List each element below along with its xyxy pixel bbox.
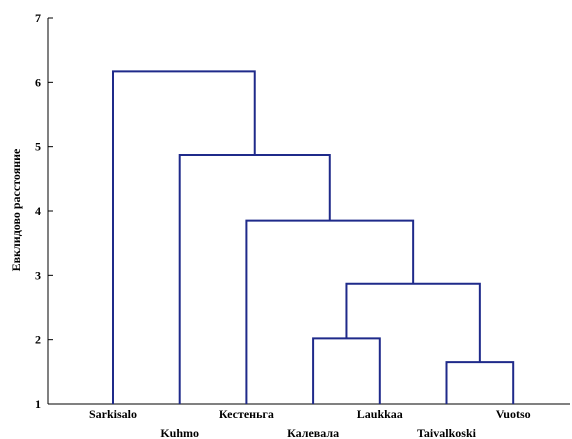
y-axis-title: Евклидово расстояние bbox=[9, 148, 23, 271]
dendrogram-link bbox=[312, 337, 381, 404]
y-tick-label: 1 bbox=[35, 397, 41, 411]
y-tick-label: 7 bbox=[35, 11, 41, 25]
y-tick-label: 4 bbox=[35, 204, 41, 218]
dendrogram-links bbox=[112, 70, 515, 404]
y-tick-label: 5 bbox=[35, 140, 41, 154]
leaf-label: Кестеньга bbox=[219, 407, 274, 421]
y-tick-label: 3 bbox=[35, 268, 41, 282]
leaf-label: Sarkisalo bbox=[89, 407, 137, 421]
leaf-labels: Sarkisalo Kuhmo Кестеньга Калевала Laukkaa Ta… bbox=[89, 407, 531, 439]
leaf-label: Kuhmo bbox=[160, 426, 199, 439]
dendrogram-link bbox=[245, 219, 415, 404]
leaf-label: Laukkaa bbox=[357, 407, 403, 421]
y-tick-label: 2 bbox=[35, 333, 41, 347]
leaf-label: Taivalkoski bbox=[417, 426, 477, 439]
leaf-label: Vuotso bbox=[496, 407, 531, 421]
y-axis: 1 2 3 4 5 6 7 bbox=[35, 11, 570, 411]
leaf-label: Калевала bbox=[287, 426, 339, 439]
dendrogram-link bbox=[112, 70, 256, 404]
y-tick-label: 6 bbox=[35, 75, 41, 89]
dendrogram-link bbox=[178, 154, 331, 404]
dendrogram-link bbox=[445, 361, 515, 404]
dendrogram-link bbox=[345, 282, 481, 363]
